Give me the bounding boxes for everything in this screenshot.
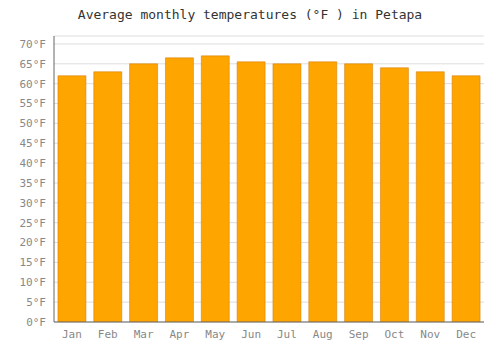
svg-text:5°F: 5°F bbox=[26, 296, 46, 309]
svg-text:10°F: 10°F bbox=[20, 276, 47, 289]
svg-text:Nov: Nov bbox=[420, 328, 440, 341]
svg-text:45°F: 45°F bbox=[20, 137, 47, 150]
svg-text:Jan: Jan bbox=[62, 328, 82, 341]
html-text:Average monthly temperatures (: Average monthly temperatures (°F ) in Pe… bbox=[77, 7, 423, 22]
svg-text:15°F: 15°F bbox=[20, 256, 47, 269]
svg-text:Aug: Aug bbox=[313, 328, 333, 341]
svg-text:20°F: 20°F bbox=[20, 236, 47, 249]
svg-text:30°F: 30°F bbox=[20, 197, 47, 210]
svg-text:25°F: 25°F bbox=[20, 217, 47, 230]
svg-text:May: May bbox=[205, 328, 225, 341]
svg-text:Mar: Mar bbox=[134, 328, 154, 341]
svg-text:35°F: 35°F bbox=[20, 177, 47, 190]
svg-text:Oct: Oct bbox=[384, 328, 404, 341]
svg-text:50°F: 50°F bbox=[20, 117, 47, 130]
svg-text:Sep: Sep bbox=[349, 328, 369, 341]
svg-text:Apr: Apr bbox=[169, 328, 189, 341]
svg-text:60°F: 60°F bbox=[20, 78, 47, 91]
svg-text:40°F: 40°F bbox=[20, 157, 47, 170]
svg-text:Dec: Dec bbox=[456, 328, 476, 341]
svg-text:65°F: 65°F bbox=[20, 58, 47, 71]
svg-text:0°F: 0°F bbox=[26, 316, 46, 329]
svg-text:55°F: 55°F bbox=[20, 97, 47, 110]
svg-text:70°F: 70°F bbox=[20, 38, 47, 51]
svg-text:Feb: Feb bbox=[98, 328, 118, 341]
svg-text:Jun: Jun bbox=[241, 328, 261, 341]
svg-text:Jul: Jul bbox=[277, 328, 297, 341]
